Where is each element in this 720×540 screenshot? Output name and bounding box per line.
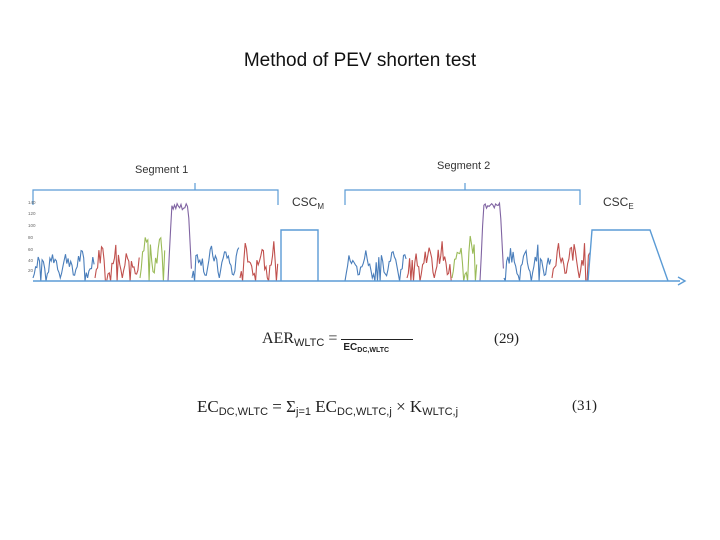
extra-high-phase-trace: [479, 201, 504, 282]
page-title: Method of PEV shorten test: [243, 50, 477, 71]
equation-31-number: (31): [572, 398, 597, 414]
segment-1-brace: [32, 183, 279, 205]
y-tick: 40: [28, 258, 34, 263]
low-phase-trace: [503, 244, 552, 282]
y-tick: 60: [28, 247, 34, 252]
medium-phase-trace: [239, 241, 279, 282]
equation-31: ECDC,WLTC = Σj=1 ECDC,WLTC,j × KWLTC,j: [197, 397, 459, 418]
medium-phase-trace: [94, 244, 140, 282]
segment-2-label: Segment 2: [437, 160, 490, 172]
low-phase-trace: [191, 245, 240, 282]
time-axis-arrow: [677, 276, 687, 286]
high-phase-trace: [451, 235, 478, 282]
extra-high-phase-trace: [167, 202, 192, 282]
segment-2-brace: [344, 183, 581, 205]
fraction: ECDC,WLTC: [341, 338, 414, 354]
y-tick: 100: [28, 223, 36, 228]
fraction-denominator: ECDC,WLTC: [343, 341, 390, 354]
y-tick: 20: [28, 268, 34, 273]
csc-e-label: CSCE: [603, 195, 634, 211]
csc-m-block: [280, 229, 319, 281]
y-tick: 140: [28, 200, 36, 205]
csc-m-label: CSCM: [292, 195, 324, 211]
high-phase-trace: [139, 236, 166, 282]
medium-phase-trace: [406, 241, 452, 282]
csc-e-block: [587, 229, 669, 282]
medium-phase-trace: [551, 243, 591, 282]
equation-29: AERWLTC = ECDC,WLTC: [262, 330, 414, 354]
equation-29-number: (29): [494, 331, 519, 347]
low-phase-trace: [344, 250, 407, 282]
speed-traces: [32, 201, 591, 282]
segment-1-label: Segment 1: [135, 164, 188, 176]
y-tick: 120: [28, 211, 36, 216]
low-phase-trace: [32, 249, 95, 282]
y-tick: 80: [28, 235, 34, 240]
pev-shorten-test-diagram: Segment 1 Segment 2 CSCM CSCE 140 120 10…: [28, 160, 687, 286]
